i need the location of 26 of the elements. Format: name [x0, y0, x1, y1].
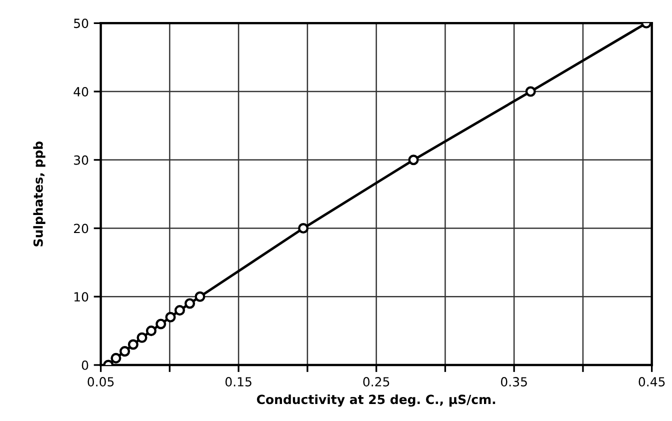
x-tick-label: 0.15	[225, 377, 252, 386]
y-tick-label: 50	[74, 18, 88, 28]
point	[298, 222, 309, 234]
point	[165, 312, 176, 322]
point	[119, 346, 130, 357]
x-tick-label: 0.05	[88, 377, 114, 386]
point	[174, 305, 186, 316]
point	[136, 332, 148, 343]
point	[408, 154, 419, 166]
y-tick-label: 40	[74, 86, 88, 96]
point	[128, 339, 138, 350]
point	[525, 86, 536, 97]
y-axis-title: Sulphates, ppb	[33, 141, 46, 246]
point	[156, 318, 166, 330]
y-tick-label: 10	[74, 292, 88, 302]
x-tick-label: 0.35	[500, 377, 527, 386]
point	[146, 326, 156, 336]
y-tick-label: 30	[74, 155, 88, 165]
y-tick-label: 0	[82, 360, 88, 370]
point	[184, 298, 196, 309]
x-tick-label: 0.25	[363, 377, 390, 386]
point	[110, 352, 122, 364]
x-axis-title: Conductivity at 25 deg. C., µS/cm.	[256, 394, 496, 407]
y-tick-label: 20	[74, 224, 88, 234]
point	[194, 291, 206, 302]
x-tick-label: 0.45	[638, 377, 665, 386]
